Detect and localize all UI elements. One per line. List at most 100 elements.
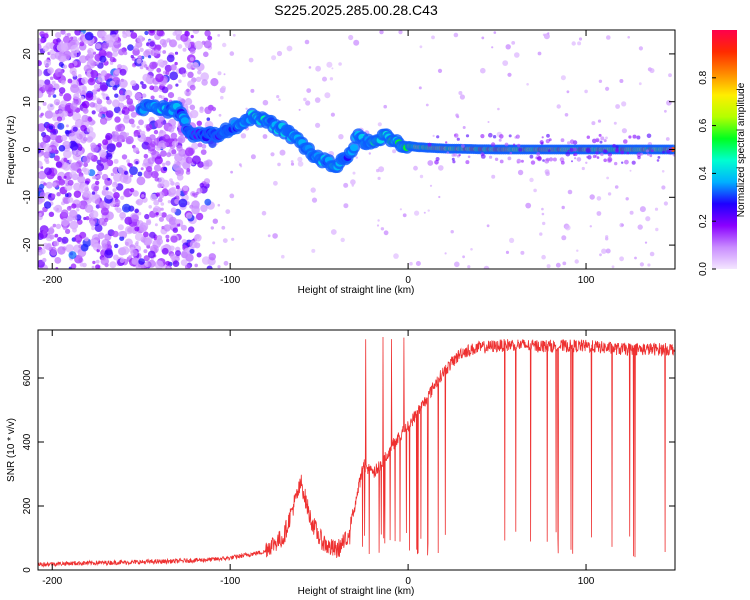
noise-blob [80, 205, 84, 209]
noise-dot [379, 30, 384, 35]
noise-blob [68, 251, 77, 260]
noise-dot [589, 194, 595, 200]
noise-blob [118, 111, 123, 115]
noise-blob [199, 108, 204, 114]
noise-dot [418, 86, 422, 90]
noise-blob [135, 200, 140, 205]
noise-dot [352, 171, 356, 175]
noise-dot [637, 224, 643, 230]
noise-dot [393, 253, 399, 259]
noise-blob [74, 118, 84, 128]
noise-dot [303, 97, 307, 102]
noise-blob [68, 205, 72, 209]
ridge-core [350, 144, 358, 152]
noise-blob [147, 250, 156, 259]
noise-dot [223, 73, 226, 76]
noise-blob [160, 202, 165, 206]
noise-dot [505, 44, 511, 50]
noise-blob [47, 67, 54, 74]
noise-dot [537, 51, 542, 56]
spread-dot [560, 160, 565, 165]
noise-blob [210, 78, 219, 87]
noise-blob [45, 160, 50, 164]
noise-blob [184, 42, 192, 49]
colorbar-tick-label: 0.2 [698, 214, 709, 228]
noise-blob [97, 245, 102, 250]
noise-blob [116, 207, 122, 213]
noise-blob [92, 260, 96, 265]
noise-blob [72, 112, 81, 121]
noise-blob [184, 147, 194, 157]
noise-blob [201, 79, 208, 86]
noise-blob [155, 73, 164, 83]
spread-dot [614, 161, 618, 166]
noise-blob [125, 136, 134, 145]
spread-dot [603, 139, 607, 143]
noise-blob [106, 99, 112, 105]
noise-blob [158, 216, 164, 222]
noise-blob [87, 73, 92, 78]
noise-blob [84, 204, 94, 213]
noise-blob [93, 176, 97, 180]
noise-blob [153, 44, 161, 52]
noise-blob [42, 84, 49, 91]
noise-blob [38, 124, 43, 130]
noise-blob [189, 104, 196, 111]
noise-dot [286, 45, 293, 52]
spread-dot [595, 137, 600, 143]
noise-blob [130, 54, 134, 59]
spread-dot [615, 147, 619, 152]
noise-blob [109, 61, 114, 65]
spread-dot [607, 152, 613, 157]
noise-blob [112, 58, 117, 63]
noise-blob [149, 41, 155, 47]
spread-dot [592, 154, 597, 159]
noise-dot [655, 227, 659, 232]
noise-blob [105, 152, 113, 160]
noise-dot [654, 207, 659, 211]
noise-blob [77, 74, 82, 78]
noise-dot [427, 160, 434, 166]
noise-blob [53, 99, 61, 106]
noise-blob [125, 132, 130, 136]
noise-blob [169, 71, 179, 81]
noise-dot [311, 197, 318, 203]
noise-dot [217, 71, 222, 76]
noise-blob [96, 174, 101, 180]
spread-dot [603, 158, 607, 163]
noise-dot [250, 154, 256, 160]
noise-dot [217, 203, 221, 207]
noise-dot [429, 184, 433, 187]
spread-dot [512, 143, 516, 146]
noise-dot [483, 265, 490, 269]
noise-dot [661, 170, 665, 173]
noise-blob [74, 30, 82, 36]
noise-blob [99, 82, 109, 91]
noise-blob [159, 129, 164, 134]
noise-blob [139, 222, 149, 232]
noise-blob [201, 256, 211, 265]
noise-blob [178, 67, 186, 75]
noise-blob [113, 254, 119, 261]
noise-blob [38, 43, 42, 51]
noise-blob [162, 187, 168, 194]
noise-dot [533, 188, 537, 193]
noise-blob [144, 236, 153, 245]
noise-blob [161, 212, 167, 218]
noise-blob [127, 162, 131, 167]
noise-dot [614, 185, 619, 189]
noise-blob [82, 86, 86, 90]
noise-blob [166, 152, 172, 158]
noise-blob [60, 209, 69, 217]
noise-blob [80, 95, 85, 101]
noise-blob [38, 183, 45, 190]
noise-blob [168, 126, 175, 133]
noise-blob [138, 119, 144, 126]
noise-dot [556, 104, 561, 109]
noise-blob [52, 115, 59, 122]
y-tick-label: 400 [22, 433, 33, 450]
x-tick-label: 100 [578, 275, 595, 286]
spread-dot [458, 153, 461, 157]
noise-blob [167, 84, 173, 90]
spread-dot [436, 135, 440, 139]
